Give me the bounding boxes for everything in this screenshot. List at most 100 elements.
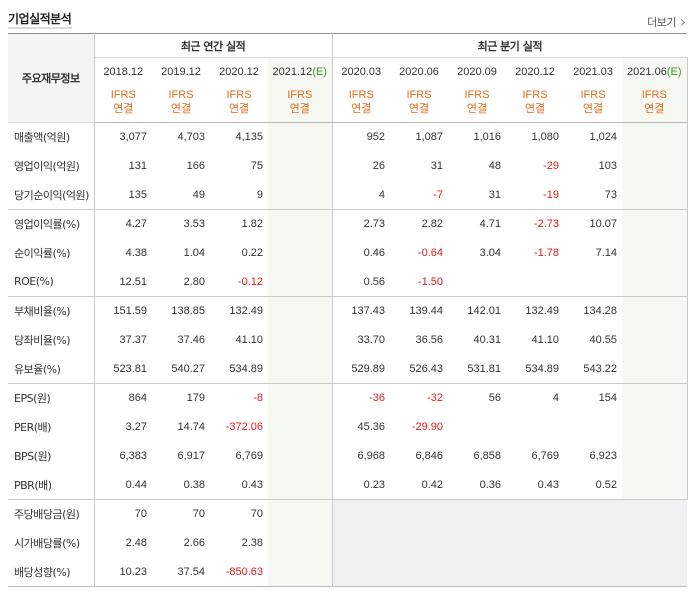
quarterly-value-cell — [332, 528, 391, 558]
quarterly-value-cell — [564, 557, 623, 587]
row-label: BPS(원) — [8, 441, 95, 471]
quarterly-value-cell: 137.43 — [332, 296, 391, 326]
quarterly-value-cell: 1,024 — [589, 131, 618, 144]
quarterly-value-cell — [448, 499, 507, 529]
annual-value-cell: 3,077 — [119, 131, 147, 144]
table-row: EPS(원) 864 179 -8 -36 -32 56 4 154 — [8, 383, 688, 413]
annual-value-cell: 2.48 — [125, 537, 147, 549]
annual-value-cell — [268, 499, 333, 529]
row-label: 당좌비율(%) — [8, 325, 95, 355]
quarterly-value-cell — [622, 412, 688, 442]
row-label: 순이익률(%) — [8, 238, 95, 268]
row-label: 영업이익(억원) — [8, 151, 95, 181]
quarterly-value-cell — [622, 441, 688, 471]
annual-value-cell: -8 — [210, 383, 268, 413]
quarterly-value-cell — [622, 499, 688, 529]
quarterly-value-cell: 31 — [430, 160, 444, 172]
annual-value-cell: 0.44 — [125, 478, 147, 491]
quarterly-value-cell: 0.46 — [363, 247, 386, 259]
table-row: 순이익률(%) 4.38 1.04 0.22 0.46 -0.64 3.04 -1.78 7.1… — [8, 238, 688, 268]
period-label: 2020.06 — [399, 65, 439, 78]
quarterly-value-cell — [390, 557, 449, 587]
annual-value-cell: 132.49 — [210, 296, 268, 326]
quarterly-value-cell — [390, 528, 449, 558]
group-quarterly-header: 최근 분기 실적 — [332, 33, 688, 58]
row-label: 유보율(%) — [8, 354, 95, 384]
basis-label: 연결 — [644, 101, 665, 115]
quarterly-value-cell — [506, 557, 565, 587]
row-label: 배당성향(%) — [8, 557, 95, 587]
quarterly-value-cell: -2.73 — [506, 209, 565, 239]
quarterly-value-cell: 41.10 — [531, 334, 560, 346]
table-row: 부채비율(%) 151.59 138.85 132.49 137.43 139.44 142… — [8, 296, 688, 326]
period-label: 2020.12 — [219, 65, 259, 78]
quarterly-value-cell: 154 — [564, 383, 623, 413]
quarterly-value-cell: 142.01 — [448, 296, 507, 326]
period-label: 2019.12 — [161, 65, 201, 78]
quarterly-value-cell — [622, 528, 688, 558]
annual-value-cell: 166 — [186, 160, 205, 172]
quarterly-value-cell: 73 — [604, 188, 618, 201]
standard-label: IFRS — [226, 88, 252, 101]
annual-value-cell: 12.51 — [119, 275, 147, 288]
annual-value-cell: -372.06 — [225, 421, 263, 433]
quarterly-value-cell: 6,923 — [589, 450, 618, 462]
quarterly-value-cell — [622, 122, 688, 152]
annual-value-cell: -850.63 — [225, 565, 263, 578]
quarterly-value-cell: 952 — [366, 131, 386, 144]
standard-label: IFRS — [580, 88, 606, 101]
annual-value-cell — [268, 470, 333, 500]
quarterly-value-cell: 134.28 — [564, 296, 623, 326]
quarterly-value-cell: 48 — [488, 160, 502, 172]
annual-value-cell: 2.38 — [241, 537, 263, 549]
annual-value-cell: 864 — [94, 383, 152, 413]
quarterly-value-cell — [622, 209, 688, 239]
basis-label: 연결 — [524, 101, 546, 115]
quarterly-value-cell: -36 — [332, 383, 391, 413]
quarterly-value-cell: 529.89 — [351, 362, 386, 375]
quarterly-value-cell: 1,087 — [415, 131, 444, 144]
section-header: 기업실적분석 더보기 — [0, 0, 696, 33]
basis-label: 연결 — [170, 101, 192, 115]
row-label: 주당배당금(원) — [8, 499, 95, 529]
financial-summary-table: 주요재무정보 최근 연간 실적 최근 분기 실적 2018.12 2019.12 2… — [8, 33, 688, 587]
quarterly-value-cell — [448, 557, 507, 587]
row-label: ROE(%) — [8, 267, 95, 297]
quarterly-value-cell: 26 — [372, 160, 386, 172]
estimate-mark: (E) — [666, 65, 682, 78]
annual-value-cell: 4,703 — [177, 131, 205, 144]
quarterly-value-cell — [622, 296, 688, 326]
accounting-standard: IFRS 연결 — [564, 85, 623, 123]
annual-value-cell: 131 — [128, 160, 147, 172]
quarterly-period-header: 2020.12 — [506, 58, 564, 86]
standard-label: IFRS — [110, 88, 136, 101]
table-body: 매출액(억원) 3,077 4,703 4,135 952 1,087 1,016 1,080… — [8, 122, 688, 587]
table-row: 주당배당금(원) 70 70 70 — [8, 499, 688, 529]
annual-value-cell: 540.27 — [171, 362, 205, 375]
quarterly-value-cell — [622, 557, 688, 587]
standard-label: IFRS — [168, 88, 194, 101]
quarterly-value-cell: -1.50 — [417, 275, 444, 288]
annual-value-cell — [268, 383, 333, 413]
period-label: 2020.03 — [341, 65, 382, 78]
basis-label: 연결 — [582, 101, 604, 115]
header-row-periods: 2018.12 2019.12 2020.12 2021.12(E) 2020.03 20… — [8, 57, 688, 86]
quarterly-value-cell — [332, 499, 391, 529]
more-link[interactable]: 더보기 — [647, 14, 686, 30]
table-row: 당기순이익(억원) 135 49 9 4 -7 31 -19 73 — [8, 180, 688, 210]
quarterly-value-cell: 0.43 — [537, 478, 560, 491]
annual-value-cell — [268, 238, 333, 268]
row-label: 시가배당률(%) — [8, 528, 95, 558]
row-header-label: 주요재무정보 — [8, 33, 95, 123]
annual-period-header: 2018.12 — [94, 58, 152, 86]
annual-value-cell: 37.37 — [119, 334, 147, 346]
quarterly-value-cell: 1,016 — [473, 131, 502, 144]
annual-value-cell: 1.04 — [183, 247, 205, 259]
quarterly-value-cell: -32 — [390, 383, 449, 413]
annual-value-cell: 138.85 — [152, 296, 210, 326]
quarterly-value-cell — [448, 528, 507, 558]
accounting-standard: IFRS 연결 — [94, 85, 152, 123]
annual-value-cell: 1.82 — [210, 209, 268, 239]
annual-value-cell — [268, 557, 333, 587]
table-row: BPS(원) 6,383 6,917 6,769 6,968 6,846 6,858 6,76… — [8, 441, 688, 471]
